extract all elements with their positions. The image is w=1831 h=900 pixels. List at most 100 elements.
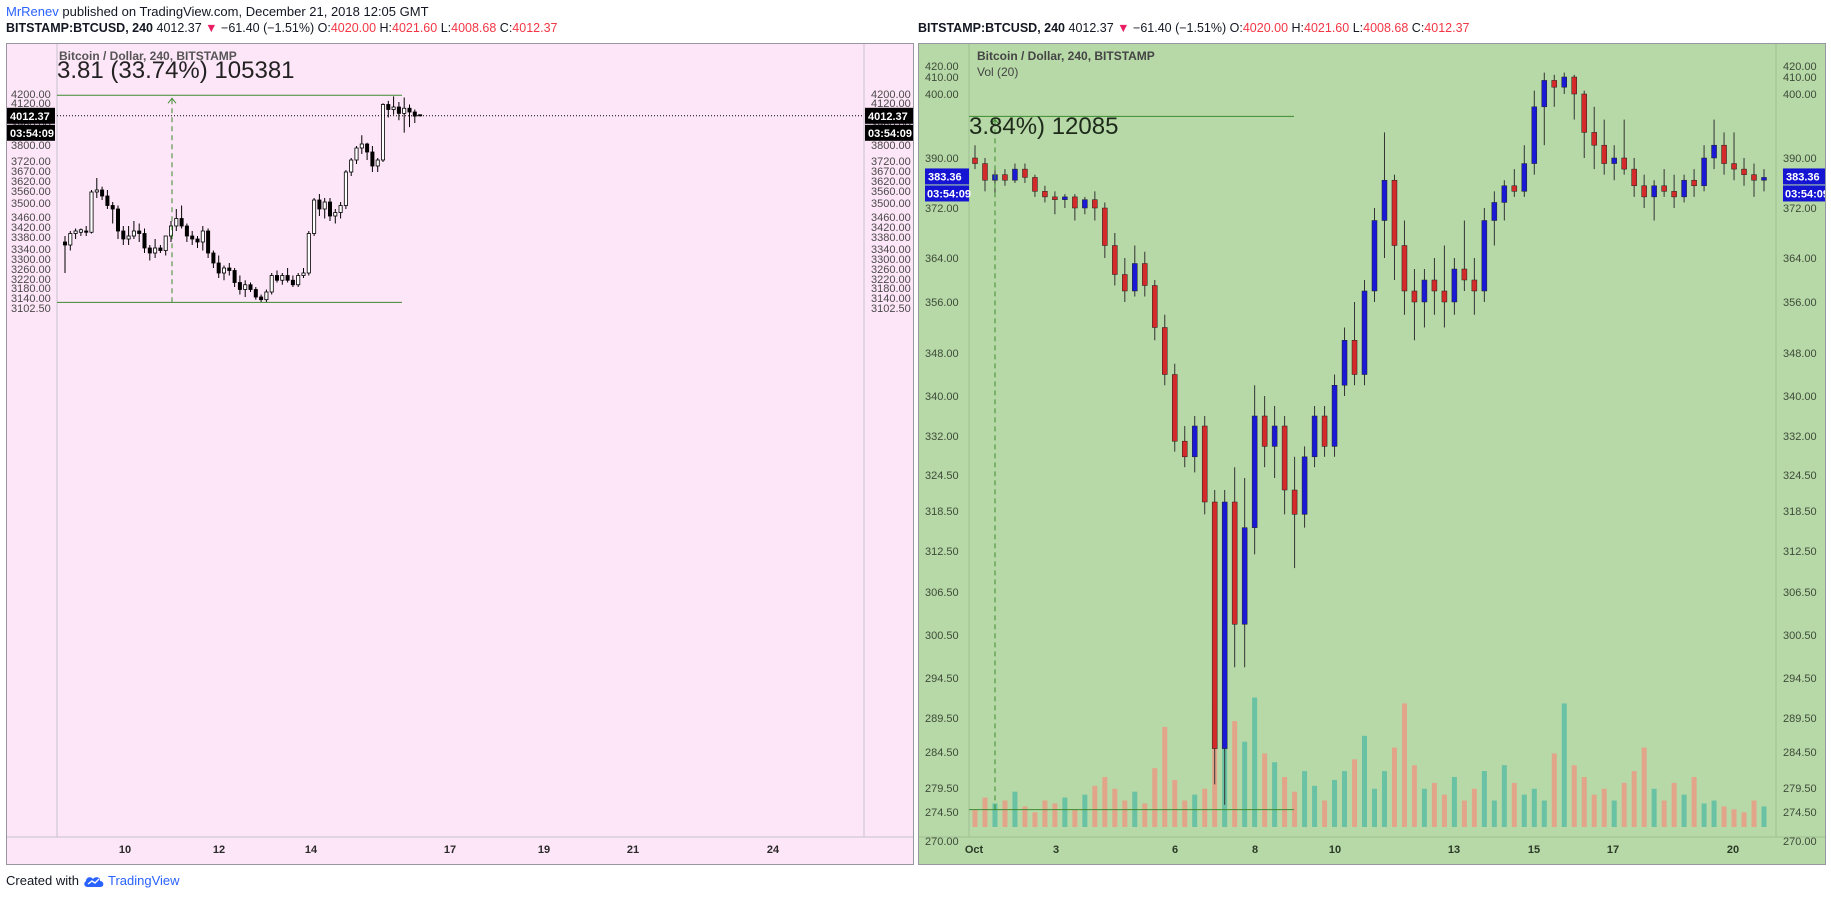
- candle-body: [174, 218, 179, 227]
- candle-body: [137, 230, 142, 234]
- last-price: 4012.37: [1068, 21, 1114, 35]
- last-price-label-right-bg: [1783, 168, 1825, 185]
- candle-body: [280, 275, 285, 281]
- countdown-label: 03:54:09: [10, 128, 54, 140]
- volume-bar: [1581, 776, 1587, 827]
- candle-body: [78, 229, 83, 233]
- price-tick-label-right: 3380.00: [871, 232, 911, 244]
- candle-body: [195, 238, 200, 243]
- price-tick-label-right: 3620.00: [871, 176, 911, 188]
- candle-body: [116, 208, 121, 232]
- measure-label: 3.81 (33.74%) 105381: [57, 57, 295, 84]
- volume-bar: [1042, 800, 1048, 827]
- candle-body: [1381, 179, 1388, 221]
- symbol-bar-right: BITSTAMP:BTCUSD, 240 4012.37 ▼ −61.40 (−…: [918, 21, 1469, 35]
- symbol-name[interactable]: BITSTAMP:BTCUSD, 240: [918, 21, 1066, 35]
- candle-body: [269, 275, 274, 293]
- low-value: 4008.68: [1363, 21, 1409, 35]
- volume-bar: [1431, 782, 1437, 827]
- volume-bar: [1232, 721, 1238, 827]
- last-price-label-left-bg: [7, 107, 55, 124]
- volume-bar: [1471, 788, 1477, 827]
- candle-body: [285, 275, 290, 281]
- volume-bar: [1631, 771, 1637, 827]
- candle-body: [322, 201, 327, 210]
- price-tick-label-right: 400.00: [1783, 89, 1817, 101]
- volume-bar: [1302, 771, 1308, 827]
- close-value: 4012.37: [512, 21, 558, 35]
- price-tick-label-left: 420.00: [925, 61, 959, 73]
- price-tick-label-left: 3620.00: [11, 176, 51, 188]
- candle-body: [296, 275, 301, 286]
- chart-background: [919, 44, 1825, 864]
- volume-bar: [1252, 697, 1258, 827]
- tradingview-link[interactable]: TradingView: [108, 873, 180, 888]
- candle-body: [1631, 168, 1637, 187]
- price-tick-label-right: 294.50: [1783, 673, 1817, 685]
- last-price-label-right: 4012.37: [868, 111, 908, 123]
- volume-bar: [1521, 794, 1527, 827]
- candle-body: [396, 106, 401, 114]
- price-tick-label-left: 4120.00: [11, 98, 51, 110]
- candle-body: [63, 241, 68, 246]
- candle-body: [338, 205, 343, 213]
- price-tick-label-left: 356.00: [925, 297, 959, 309]
- candle-body: [1271, 425, 1278, 447]
- price-tick-label-left: 3720.00: [11, 156, 51, 168]
- candle-body: [370, 151, 375, 167]
- volume-bar: [1571, 765, 1577, 827]
- publish-line: MrRenev published on TradingView.com, De…: [6, 4, 429, 19]
- volume-bar: [1541, 800, 1547, 827]
- candle-body: [243, 284, 248, 290]
- candle-body: [1112, 245, 1118, 275]
- price-tick-label-right: 340.00: [1783, 391, 1817, 403]
- volume-bar: [1661, 800, 1667, 827]
- price-tick-label-left: 3220.00: [11, 274, 51, 286]
- candle-body: [1721, 144, 1727, 164]
- last-price-label-left: 4012.37: [10, 111, 50, 123]
- price-tick-label-left: 270.00: [925, 836, 959, 848]
- price-tick-label-right: 3460.00: [871, 212, 911, 224]
- volume-bar: [982, 797, 988, 827]
- open-label: O:: [317, 21, 331, 35]
- candle-body: [1421, 279, 1428, 303]
- measure-arrow-icon: [167, 97, 177, 104]
- volume-bar: [1022, 806, 1028, 827]
- candle-body: [1321, 415, 1328, 447]
- candle-body: [1551, 80, 1558, 88]
- low-label: L:: [1352, 21, 1364, 35]
- candle-body: [1561, 76, 1568, 88]
- volume-bar: [1192, 794, 1198, 827]
- candle-body: [290, 279, 295, 286]
- chart-background: [7, 44, 913, 864]
- volume-bar: [1551, 753, 1557, 827]
- candle-body: [386, 104, 391, 110]
- candle-body: [1481, 220, 1488, 292]
- candle-body: [264, 291, 269, 301]
- time-tick-label: 21: [627, 844, 639, 856]
- down-arrow-icon: ▼: [205, 21, 218, 35]
- price-tick-label-left: 3380.00: [11, 232, 51, 244]
- price-tick-label-right: 324.50: [1783, 470, 1817, 482]
- candle-body: [375, 159, 380, 167]
- volume-bar: [1481, 771, 1487, 827]
- candle-body: [1691, 179, 1697, 187]
- chart-left-svg[interactable]: 4200.004200.004120.004120.004040.004040.…: [7, 44, 913, 864]
- symbol-name[interactable]: BITSTAMP:BTCUSD, 240: [6, 21, 154, 35]
- price-tick-label-left: 410.00: [925, 72, 959, 84]
- candle-body: [1301, 456, 1308, 515]
- candle-body: [1521, 163, 1528, 192]
- chart-panel-left[interactable]: 4200.004200.004120.004120.004040.004040.…: [6, 43, 914, 865]
- volume-bar: [1731, 809, 1737, 827]
- candle-body: [1191, 425, 1198, 458]
- candle-body: [1391, 179, 1398, 246]
- price-tick-label-right: 306.50: [1783, 587, 1817, 599]
- candle-body: [105, 195, 110, 206]
- candle-body: [1132, 263, 1138, 292]
- price-tick-label-right: 3180.00: [871, 283, 911, 295]
- time-tick-label: 10: [1329, 844, 1341, 856]
- volume-bar: [1371, 788, 1377, 827]
- chart-panel-right[interactable]: 420.00 420.00 410.00 410.00 400.00 400.00 390.…: [918, 43, 1826, 865]
- author-link[interactable]: MrRenev: [6, 4, 59, 19]
